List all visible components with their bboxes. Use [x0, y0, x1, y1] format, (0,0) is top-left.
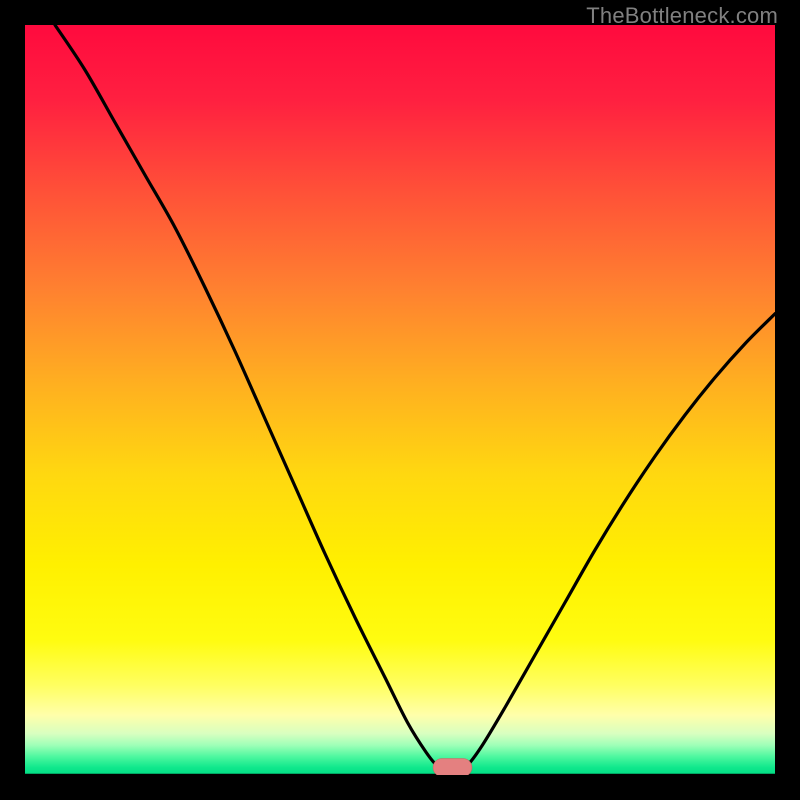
- minimum-marker: [433, 759, 472, 776]
- curve-layer: [25, 25, 775, 775]
- watermark-text: TheBottleneck.com: [586, 3, 778, 29]
- plot-area: [25, 25, 775, 775]
- bottleneck-curve: [55, 25, 775, 769]
- chart-frame: TheBottleneck.com: [0, 0, 800, 800]
